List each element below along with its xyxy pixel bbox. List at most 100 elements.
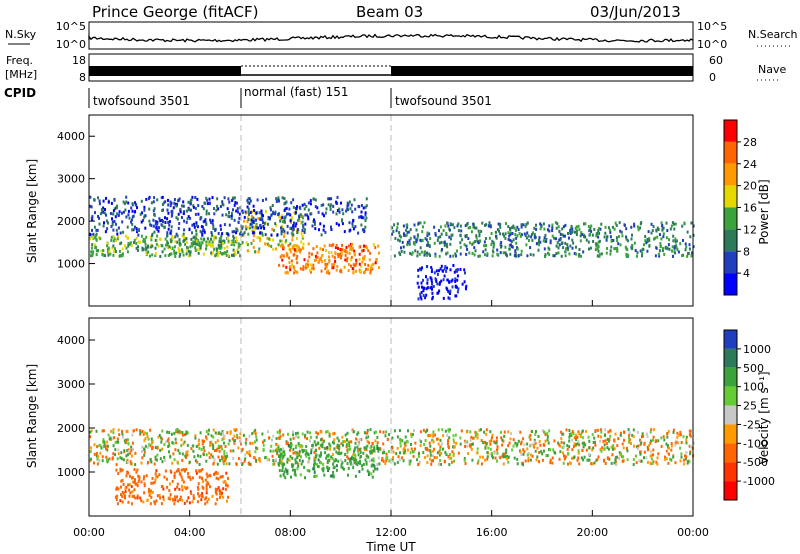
range-gate-cell — [578, 248, 581, 251]
range-gate-cell — [578, 254, 580, 258]
range-gate-cell — [456, 278, 459, 282]
range-gate-cell — [201, 442, 204, 446]
range-gate-cell — [551, 234, 554, 238]
range-gate-cell — [508, 243, 511, 247]
range-gate-cell — [676, 431, 679, 435]
range-gate-cell — [542, 239, 545, 243]
range-gate-cell — [631, 243, 634, 247]
range-gate-cell — [115, 498, 118, 501]
range-gate-cell — [179, 495, 182, 499]
range-gate-cell — [104, 230, 107, 234]
range-gate-cell — [482, 455, 484, 459]
range-gate-cell — [338, 223, 340, 227]
range-gate-cell — [618, 221, 621, 225]
range-gate-cell — [650, 428, 653, 432]
range-gate-cell — [448, 228, 451, 232]
range-gate-cell — [231, 253, 233, 257]
range-gate-cell — [632, 435, 635, 439]
range-gate-cell — [469, 226, 472, 230]
range-gate-cell — [359, 450, 362, 454]
range-gate-cell — [131, 490, 134, 494]
range-gate-cell — [110, 201, 113, 205]
range-gate-cell — [564, 234, 566, 238]
range-gate-cell — [194, 237, 197, 241]
range-gate-cell — [642, 248, 645, 251]
range-gate-cell — [465, 234, 468, 237]
range-gate-cell — [470, 447, 473, 451]
x-tick-label: 16:00 — [476, 526, 508, 539]
range-gate-cell — [116, 494, 119, 498]
range-gate-cell — [599, 447, 602, 451]
range-gate-cell — [594, 429, 597, 433]
range-gate-cell — [341, 435, 344, 439]
colorbar-swatch — [724, 330, 737, 349]
range-gate-cell — [168, 489, 171, 493]
range-gate-cell — [280, 229, 283, 233]
range-gate-cell — [433, 447, 436, 451]
range-gate-cell — [210, 233, 213, 237]
range-gate-cell — [201, 485, 204, 489]
range-gate-cell — [153, 230, 156, 234]
range-gate-cell — [224, 251, 227, 255]
range-gate-cell — [142, 432, 145, 436]
range-gate-cell — [529, 437, 532, 441]
range-gate-cell — [301, 215, 304, 218]
range-gate-cell — [307, 215, 310, 219]
range-gate-cell — [398, 239, 401, 243]
range-gate-cell — [305, 445, 308, 448]
range-gate-cell — [113, 220, 116, 223]
range-gate-cell — [298, 458, 301, 462]
range-gate-cell — [214, 431, 217, 435]
range-gate-cell — [625, 227, 628, 231]
range-gate-cell — [177, 469, 180, 473]
range-gate-cell — [279, 452, 282, 456]
range-gate-cell — [212, 435, 215, 439]
range-gate-cell — [426, 461, 429, 465]
range-gate-cell — [326, 454, 329, 458]
range-gate-cell — [544, 433, 547, 437]
range-gate-cell — [613, 247, 616, 251]
range-gate-cell — [343, 230, 346, 234]
range-gate-cell — [438, 241, 441, 245]
range-gate-cell — [456, 290, 459, 294]
range-gate-cell — [219, 445, 222, 448]
range-gate-cell — [131, 476, 134, 479]
range-gate-cell — [260, 215, 263, 219]
range-gate-cell — [306, 468, 309, 472]
range-gate-cell — [268, 244, 270, 248]
range-gate-cell — [533, 235, 536, 239]
range-gate-cell — [205, 196, 208, 200]
range-gate-cell — [486, 252, 489, 256]
range-gate-cell — [457, 451, 460, 455]
range-gate-cell — [215, 208, 218, 212]
range-gate-cell — [558, 457, 561, 461]
range-gate-cell — [232, 236, 235, 240]
range-gate-cell — [178, 243, 181, 247]
y-tick-label: 3000 — [57, 378, 85, 391]
range-gate-cell — [259, 237, 262, 241]
range-gate-cell — [233, 250, 236, 254]
range-gate-cell — [353, 453, 356, 457]
range-gate-cell — [347, 473, 349, 477]
range-gate-cell — [333, 432, 336, 435]
range-gate-cell — [278, 455, 281, 458]
range-gate-cell — [352, 430, 355, 434]
range-gate-cell — [536, 446, 539, 450]
range-gate-cell — [158, 473, 161, 477]
range-gate-cell — [149, 235, 152, 239]
range-gate-cell — [446, 433, 449, 437]
range-gate-cell — [609, 252, 612, 256]
range-gate-cell — [446, 266, 448, 270]
range-gate-cell — [670, 448, 673, 452]
range-gate-cell — [144, 214, 147, 218]
range-gate-cell — [243, 219, 245, 223]
range-gate-cell — [461, 238, 464, 242]
range-gate-cell — [311, 252, 313, 256]
range-gate-cell — [667, 243, 670, 247]
range-gate-cell — [352, 227, 355, 231]
range-gate-cell — [210, 434, 213, 438]
range-gate-cell — [188, 254, 190, 258]
range-gate-cell — [429, 286, 432, 290]
range-gate-cell — [235, 239, 238, 243]
range-gate-cell — [186, 453, 189, 457]
